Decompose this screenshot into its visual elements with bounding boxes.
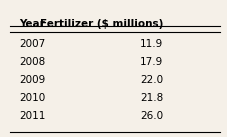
Text: 2009: 2009	[19, 75, 45, 85]
Text: 22.0: 22.0	[140, 75, 163, 85]
Text: 11.9: 11.9	[140, 39, 163, 49]
Text: 17.9: 17.9	[140, 57, 163, 67]
Text: 2010: 2010	[19, 93, 45, 103]
Text: 26.0: 26.0	[140, 112, 163, 122]
Text: 21.8: 21.8	[140, 93, 163, 103]
Text: 2011: 2011	[19, 112, 46, 122]
Text: Year: Year	[19, 19, 45, 29]
Text: 2008: 2008	[19, 57, 45, 67]
Text: Fertilizer ($ millions): Fertilizer ($ millions)	[40, 19, 163, 29]
Text: 2007: 2007	[19, 39, 45, 49]
